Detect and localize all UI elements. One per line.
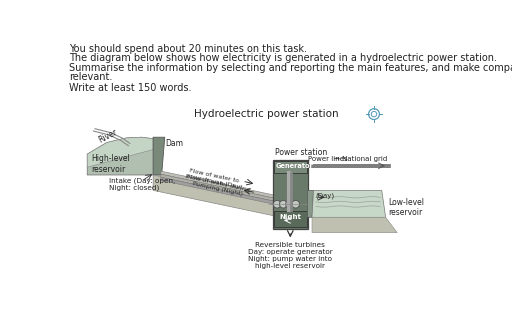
- Text: Intake (Day: open,
Night: closed): Intake (Day: open, Night: closed): [109, 177, 175, 191]
- Polygon shape: [312, 217, 397, 233]
- Bar: [273, 159, 308, 229]
- Circle shape: [273, 200, 281, 208]
- Polygon shape: [87, 137, 153, 167]
- Text: Dam: Dam: [165, 139, 183, 148]
- Text: (Day): (Day): [316, 193, 335, 199]
- Bar: [274, 161, 307, 173]
- Text: The diagram below shows how electricity is generated in a hydroelectric power st: The diagram below shows how electricity …: [69, 53, 497, 63]
- Circle shape: [280, 200, 287, 208]
- Text: High-level
reservoir: High-level reservoir: [91, 154, 130, 174]
- Text: Power lines: Power lines: [308, 156, 350, 162]
- Text: Low-level
reservoir: Low-level reservoir: [388, 198, 424, 217]
- Polygon shape: [153, 175, 281, 217]
- Text: Power station: Power station: [275, 148, 327, 157]
- Text: Flow of water during
Pumping (Night): Flow of water during Pumping (Night): [185, 175, 251, 198]
- Text: Flow of water to
powerhouse (Day): Flow of water to powerhouse (Day): [185, 168, 243, 190]
- Polygon shape: [161, 174, 281, 203]
- Polygon shape: [153, 137, 165, 175]
- Text: Generator: Generator: [275, 162, 313, 169]
- Circle shape: [292, 200, 300, 208]
- Text: Hydroelectric power station: Hydroelectric power station: [194, 110, 339, 120]
- Polygon shape: [312, 190, 386, 217]
- Text: You should spend about 20 minutes on this task.: You should spend about 20 minutes on thi…: [69, 44, 307, 54]
- Circle shape: [286, 200, 293, 208]
- Text: Write at least 150 words.: Write at least 150 words.: [69, 82, 191, 92]
- Polygon shape: [307, 190, 313, 217]
- Text: Summarise the information by selecting and reporting the main features, and make: Summarise the information by selecting a…: [69, 63, 512, 73]
- Polygon shape: [161, 171, 281, 200]
- Polygon shape: [87, 137, 161, 175]
- Text: relevant.: relevant.: [69, 72, 112, 82]
- Text: Night: Night: [280, 214, 301, 220]
- Bar: [274, 211, 307, 226]
- Polygon shape: [161, 177, 281, 206]
- Text: Reversible turbines
Day: operate generator
Night: pump water into
high-level res: Reversible turbines Day: operate generat…: [248, 242, 333, 269]
- Text: River: River: [97, 127, 118, 144]
- Text: → National grid: → National grid: [334, 156, 387, 162]
